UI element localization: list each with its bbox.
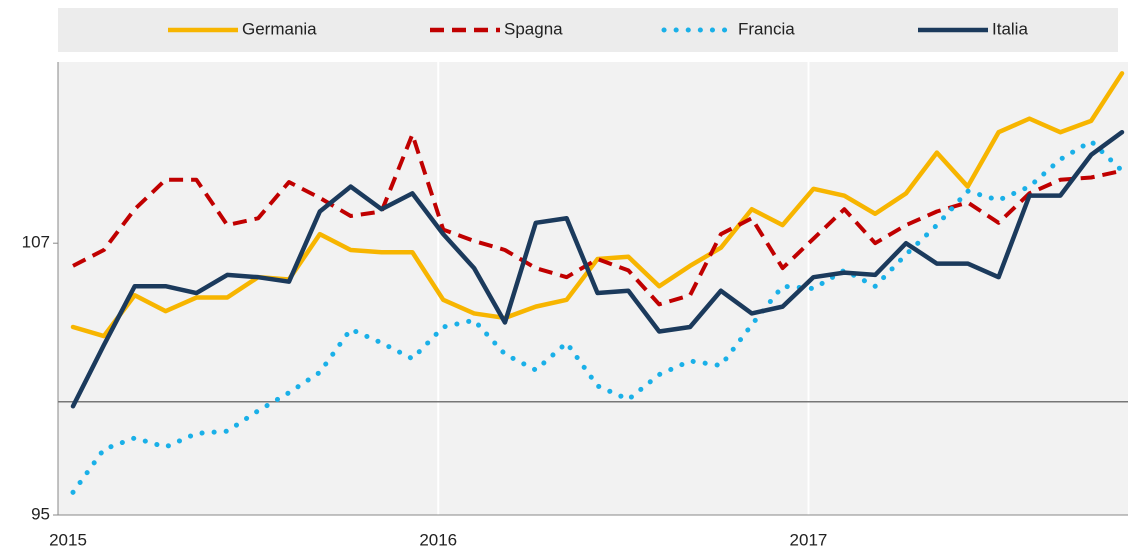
x-tick-label: 2015 — [49, 530, 87, 549]
legend-label: Italia — [992, 19, 1028, 38]
plot-background — [58, 62, 1128, 515]
y-tick-label: 107 — [22, 233, 50, 252]
series-line — [70, 71, 1125, 339]
legend: Germania Spagna Francia Italia — [168, 19, 1028, 38]
legend-label: Francia — [738, 19, 795, 38]
legend-label: Spagna — [504, 19, 563, 38]
x-tick-label: 2017 — [790, 530, 828, 549]
x-tick-label: 2016 — [419, 530, 457, 549]
legend-label: Germania — [242, 19, 317, 38]
y-tick-label: 95 — [31, 504, 50, 523]
series-line — [70, 129, 1125, 409]
series-line — [70, 138, 1125, 495]
